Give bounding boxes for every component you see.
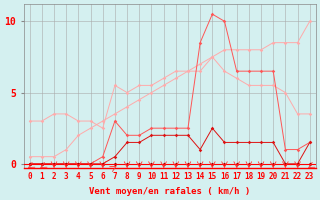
Text: 4: 4 (76, 172, 81, 181)
Text: 8: 8 (125, 172, 129, 181)
Text: 1: 1 (39, 172, 44, 181)
X-axis label: Vent moyen/en rafales ( km/h ): Vent moyen/en rafales ( km/h ) (89, 187, 250, 196)
Text: 20: 20 (268, 172, 278, 181)
Text: 17: 17 (232, 172, 241, 181)
Text: 21: 21 (281, 172, 290, 181)
Text: 5: 5 (88, 172, 93, 181)
Text: 13: 13 (183, 172, 193, 181)
Text: 14: 14 (196, 172, 205, 181)
Text: 18: 18 (244, 172, 253, 181)
Text: 0: 0 (27, 172, 32, 181)
Text: 16: 16 (220, 172, 229, 181)
Text: 15: 15 (208, 172, 217, 181)
Text: 19: 19 (256, 172, 266, 181)
Text: 3: 3 (64, 172, 68, 181)
Text: 9: 9 (137, 172, 141, 181)
Text: 11: 11 (159, 172, 168, 181)
Text: 12: 12 (171, 172, 180, 181)
Text: 10: 10 (147, 172, 156, 181)
Text: 22: 22 (293, 172, 302, 181)
Text: 6: 6 (100, 172, 105, 181)
Text: 7: 7 (113, 172, 117, 181)
Text: 2: 2 (52, 172, 56, 181)
Text: 23: 23 (305, 172, 314, 181)
